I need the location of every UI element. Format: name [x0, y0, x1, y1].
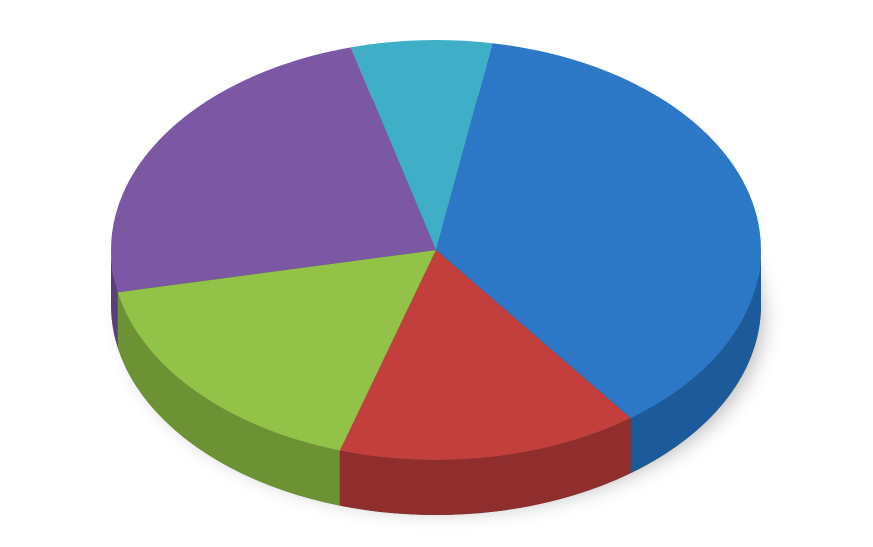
pie-chart-3d	[0, 0, 873, 547]
